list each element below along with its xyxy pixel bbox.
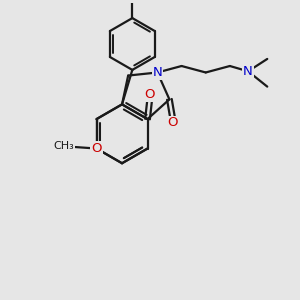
Text: CH₃: CH₃: [53, 142, 74, 152]
Text: O: O: [91, 142, 102, 155]
Text: O: O: [168, 116, 178, 129]
Text: N: N: [243, 65, 253, 78]
Text: N: N: [153, 66, 162, 79]
Text: O: O: [145, 88, 155, 101]
